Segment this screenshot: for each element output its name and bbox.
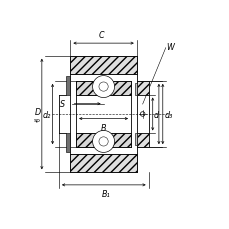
Text: d: d: [153, 110, 158, 119]
Polygon shape: [136, 134, 148, 147]
Text: B₁: B₁: [101, 189, 110, 198]
Polygon shape: [134, 134, 136, 145]
Circle shape: [92, 131, 114, 153]
Polygon shape: [76, 82, 131, 95]
Text: d₃: d₃: [164, 110, 172, 119]
Text: S: S: [59, 100, 64, 109]
Text: D: D: [34, 108, 40, 117]
Polygon shape: [66, 134, 70, 153]
Text: W: W: [165, 43, 173, 52]
Circle shape: [92, 76, 114, 98]
Polygon shape: [76, 134, 131, 147]
Polygon shape: [136, 82, 148, 95]
Text: B: B: [100, 123, 106, 132]
Polygon shape: [134, 84, 136, 95]
Polygon shape: [70, 57, 136, 75]
Text: d₂: d₂: [43, 110, 51, 119]
Text: sp: sp: [33, 117, 40, 122]
Polygon shape: [70, 154, 136, 172]
Polygon shape: [66, 76, 70, 95]
Text: C: C: [98, 31, 104, 40]
